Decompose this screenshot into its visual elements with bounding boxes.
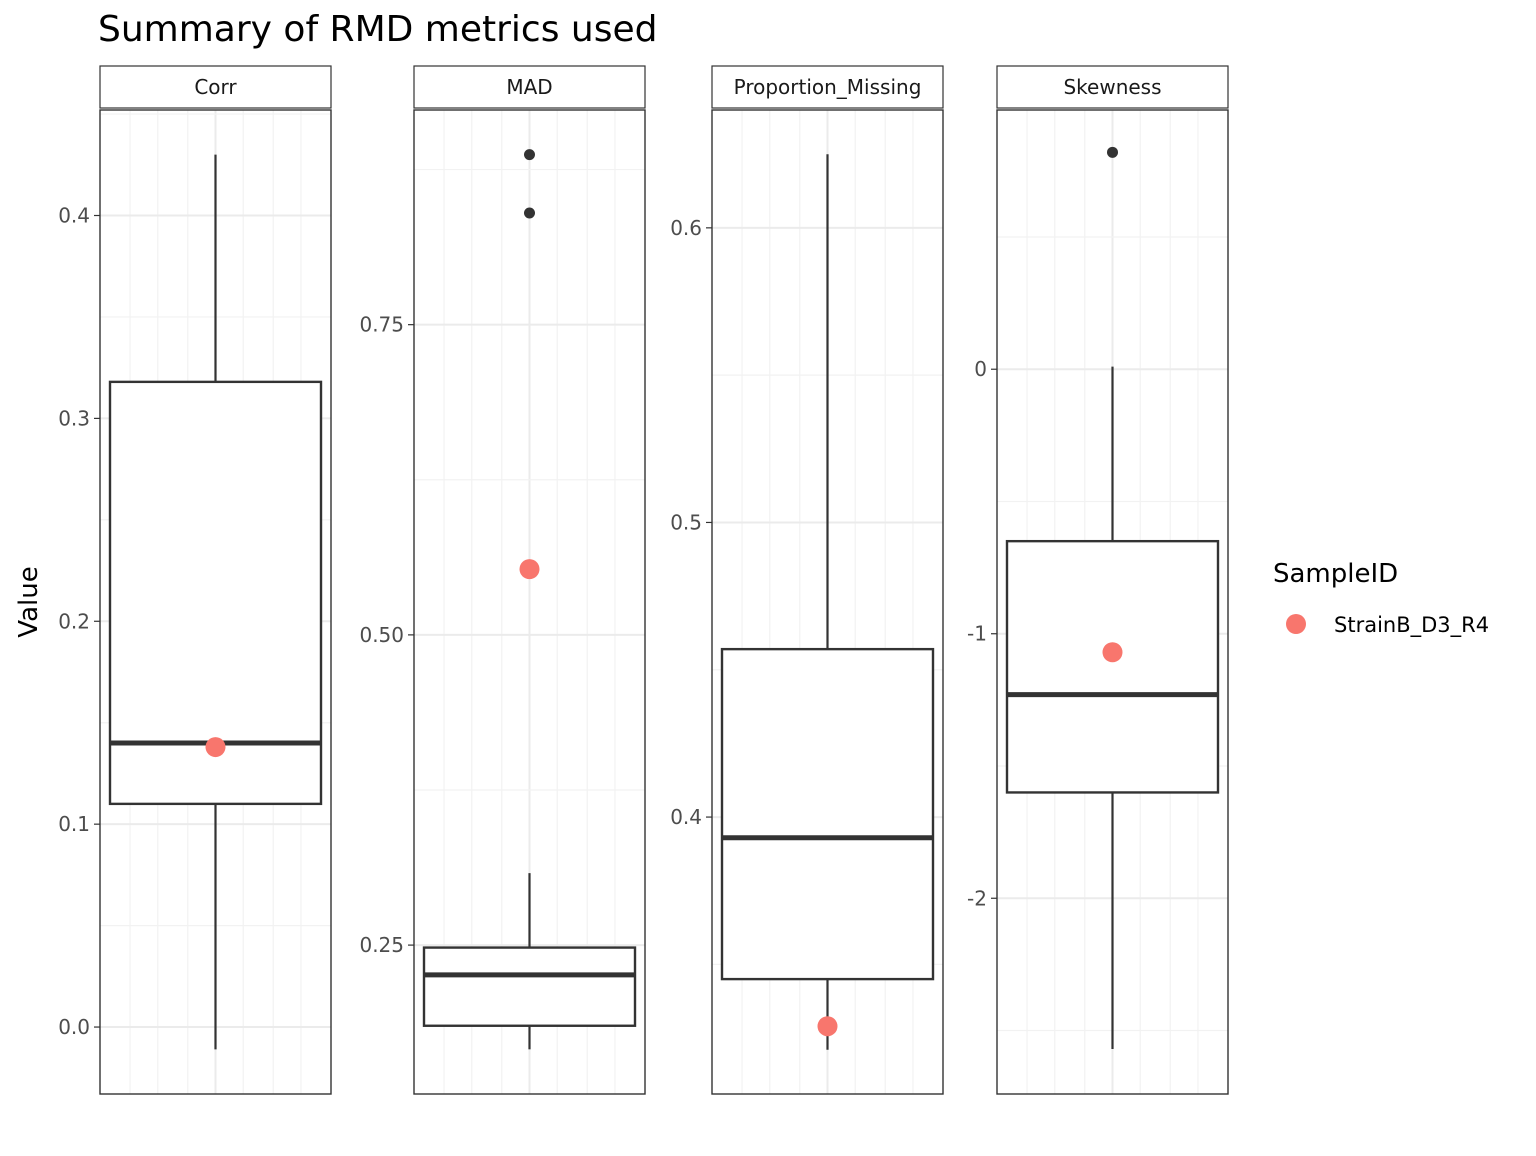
facet-strip-label: Skewness	[1063, 75, 1161, 99]
outlier-point	[524, 207, 535, 219]
y-tick-label: 0.4	[670, 805, 702, 829]
y-tick-label: -1	[967, 622, 987, 646]
y-tick-label: 0.5	[670, 510, 702, 534]
y-axis-label: Value	[14, 566, 44, 637]
y-tick-label: 0.6	[670, 216, 702, 240]
y-tick-label: 0.25	[359, 933, 404, 957]
facet-strip-label: Proportion_Missing	[734, 75, 922, 99]
facet-strip	[99, 65, 332, 109]
facet-panel-corr: Corr 0.0 0.1 0.2 0.3 0.4	[58, 65, 332, 1095]
facet-panel-skewness: Skewness -2 -1 0	[967, 65, 1229, 1095]
y-tick-label: 0.2	[58, 609, 90, 633]
outlier-point	[1107, 146, 1118, 158]
iqr-box	[1005, 539, 1220, 794]
legend-entry-label: StrainB_D3_R4	[1334, 613, 1489, 638]
y-tick-label: 0.50	[359, 623, 404, 647]
sample-point	[205, 737, 226, 758]
y-tick-label: 0.3	[58, 406, 90, 430]
iqr-box	[422, 946, 637, 1027]
facet-strip	[413, 65, 646, 109]
chart-title: Summary of RMD metrics used	[98, 9, 658, 50]
y-tick-label: 0.1	[58, 812, 90, 836]
facet-panel-proportion-missing: Proportion_Missing 0.4 0.5 0.6	[670, 65, 944, 1095]
facet-strip	[996, 65, 1229, 109]
y-tick-label: 0.75	[359, 313, 404, 337]
y-tick-label: 0	[974, 357, 987, 381]
outlier-point	[524, 149, 535, 161]
facet-strip-label: MAD	[506, 75, 552, 99]
iqr-box	[720, 647, 935, 981]
panel-border	[413, 109, 646, 1095]
facet-panel-mad: MAD 0.25 0.50 0.75	[359, 65, 646, 1095]
sample-point	[1102, 642, 1123, 663]
y-tick-label: -2	[967, 886, 987, 910]
y-tick-label: 0.0	[58, 1015, 90, 1039]
panel-border	[711, 109, 944, 1095]
y-tick-label: 0.4	[58, 204, 90, 228]
panel-border	[996, 109, 1229, 1095]
iqr-box	[108, 380, 323, 806]
facet-strip	[711, 65, 944, 109]
legend-title: SampleID	[1273, 559, 1398, 589]
legend: SampleID StrainB_D3_R4	[1273, 559, 1489, 638]
facet-panels: Corr0.00.10.20.30.4MAD0.250.500.75Propor…	[58, 65, 1229, 1095]
facet-strip-label: Corr	[194, 75, 237, 99]
legend-key-point	[1286, 614, 1306, 634]
sample-point	[817, 1016, 838, 1037]
panel-border	[99, 109, 332, 1095]
sample-point	[519, 559, 540, 580]
